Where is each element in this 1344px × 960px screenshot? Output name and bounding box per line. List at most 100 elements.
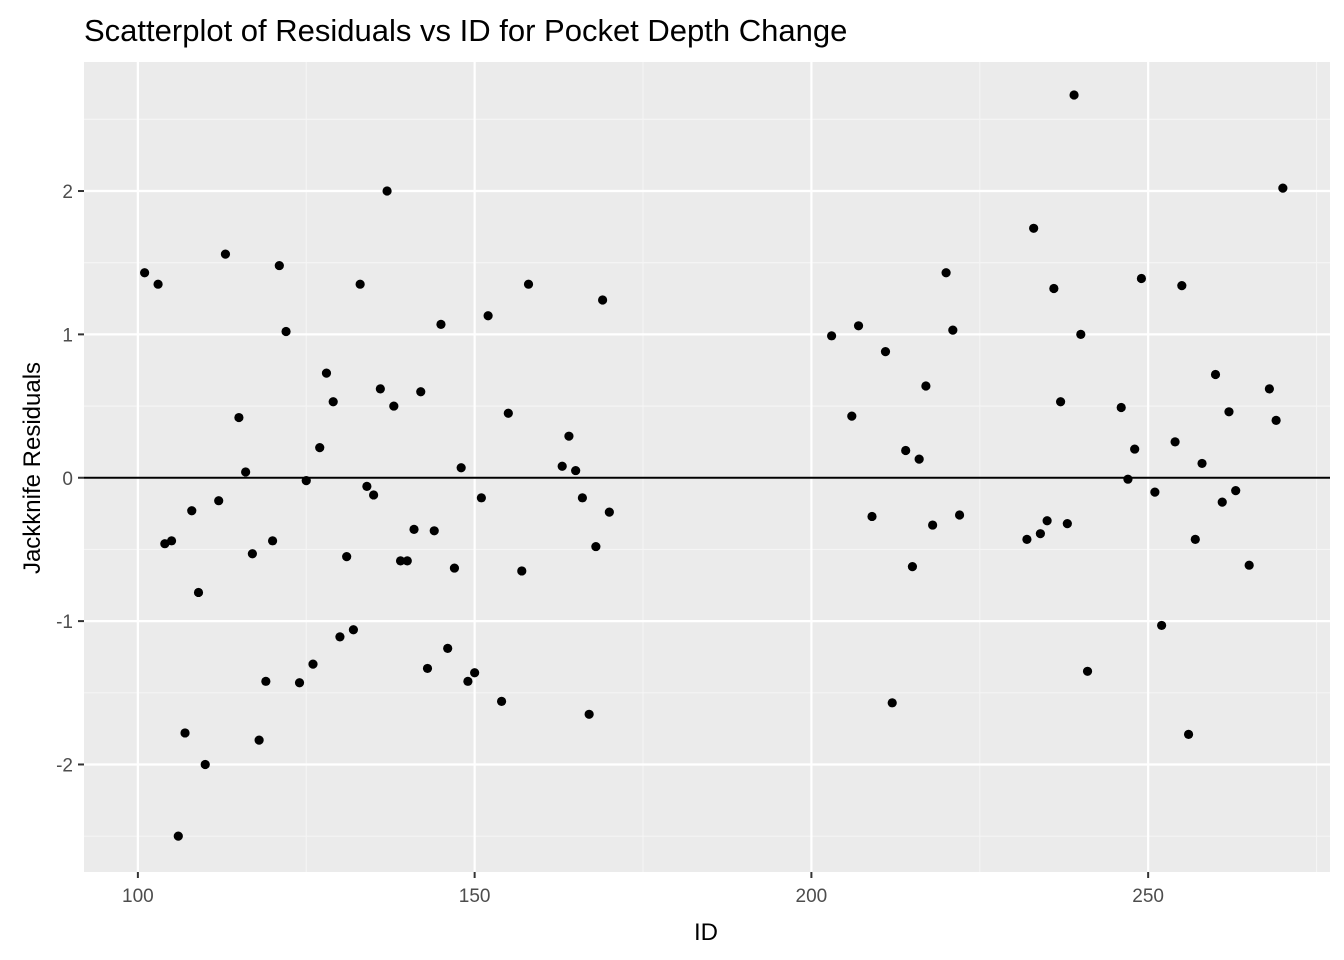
data-point [369, 490, 379, 500]
y-tick-label: -2 [56, 755, 73, 776]
data-point [301, 476, 311, 486]
y-axis-title: Jackknife Residuals [19, 362, 46, 574]
data-point [362, 481, 372, 491]
data-point [1278, 183, 1288, 193]
data-point [921, 381, 931, 391]
x-tick-label: 100 [122, 886, 154, 907]
panel-background [84, 62, 1330, 872]
data-point [564, 431, 574, 441]
data-point [214, 496, 224, 506]
data-point [328, 397, 338, 407]
x-tick-label: 150 [459, 886, 491, 907]
data-point [1049, 283, 1059, 294]
data-point [1035, 529, 1045, 539]
data-point [847, 411, 857, 421]
data-point [254, 735, 264, 745]
x-tick-label: 200 [796, 886, 828, 907]
data-point [954, 510, 965, 520]
y-tick-label: 0 [62, 469, 73, 490]
data-point [880, 346, 891, 357]
y-tick-label: -1 [56, 612, 73, 633]
data-point [294, 678, 305, 688]
data-point [598, 295, 608, 305]
data-point [315, 443, 325, 453]
data-point [180, 728, 190, 738]
data-point [389, 401, 399, 411]
data-point [436, 319, 446, 329]
data-point [234, 412, 244, 423]
data-points [140, 90, 1288, 841]
data-point [153, 279, 163, 289]
data-point [187, 506, 197, 516]
data-point [1177, 281, 1187, 291]
data-point [416, 387, 426, 397]
x-axis-title: ID [694, 919, 718, 946]
data-point [907, 562, 918, 572]
data-point [443, 643, 453, 653]
data-point [571, 465, 581, 476]
y-tick-label: 2 [62, 182, 73, 203]
data-point [1170, 437, 1180, 447]
chart-title: Scatterplot of Residuals vs ID for Pocke… [84, 13, 847, 48]
data-point [140, 268, 150, 278]
data-point [483, 311, 493, 321]
y-axis: -2 -1 0 1 2 [56, 182, 84, 776]
data-point [1183, 729, 1194, 739]
data-point [1029, 223, 1039, 233]
x-axis: 100 150 200 250 [122, 872, 1164, 907]
data-point [1116, 402, 1126, 413]
data-point [1157, 620, 1167, 631]
data-point [1150, 487, 1160, 497]
data-point [1022, 534, 1032, 544]
y-tick-label: 1 [62, 325, 73, 346]
data-point [335, 632, 345, 642]
data-point [1042, 516, 1052, 526]
data-point [267, 536, 278, 546]
data-point [429, 526, 439, 536]
data-point [517, 566, 527, 576]
data-point [901, 445, 911, 456]
data-point [1082, 666, 1093, 676]
data-point [449, 563, 460, 573]
data-point [584, 709, 594, 719]
data-point [308, 659, 318, 669]
data-point [577, 493, 588, 503]
data-point [342, 552, 352, 562]
data-point [1264, 384, 1274, 394]
data-point [220, 249, 231, 259]
data-point [1224, 407, 1234, 417]
data-point [1069, 90, 1079, 100]
data-point [456, 463, 466, 473]
data-point [470, 668, 480, 678]
data-point [591, 541, 601, 552]
data-point [247, 549, 257, 559]
data-point [200, 759, 210, 770]
data-point [604, 507, 614, 517]
data-point [261, 676, 271, 686]
data-point [402, 556, 412, 566]
data-point [1190, 534, 1200, 544]
data-point [1244, 560, 1254, 570]
data-point [1055, 397, 1066, 407]
data-point [1197, 458, 1207, 469]
data-point [867, 511, 877, 522]
data-point [503, 408, 513, 418]
data-point [348, 625, 359, 635]
data-point [1136, 273, 1147, 284]
data-point [914, 454, 924, 464]
data-point [422, 663, 433, 674]
data-point [827, 331, 837, 341]
data-point [193, 587, 204, 598]
data-point [382, 186, 392, 196]
data-point [1210, 369, 1221, 380]
data-point [1076, 329, 1086, 339]
data-point [241, 467, 251, 477]
data-point [1271, 415, 1281, 426]
data-point [941, 268, 951, 278]
data-point [948, 325, 958, 335]
data-point [1123, 474, 1133, 484]
data-point [928, 520, 938, 530]
data-point [321, 368, 332, 378]
